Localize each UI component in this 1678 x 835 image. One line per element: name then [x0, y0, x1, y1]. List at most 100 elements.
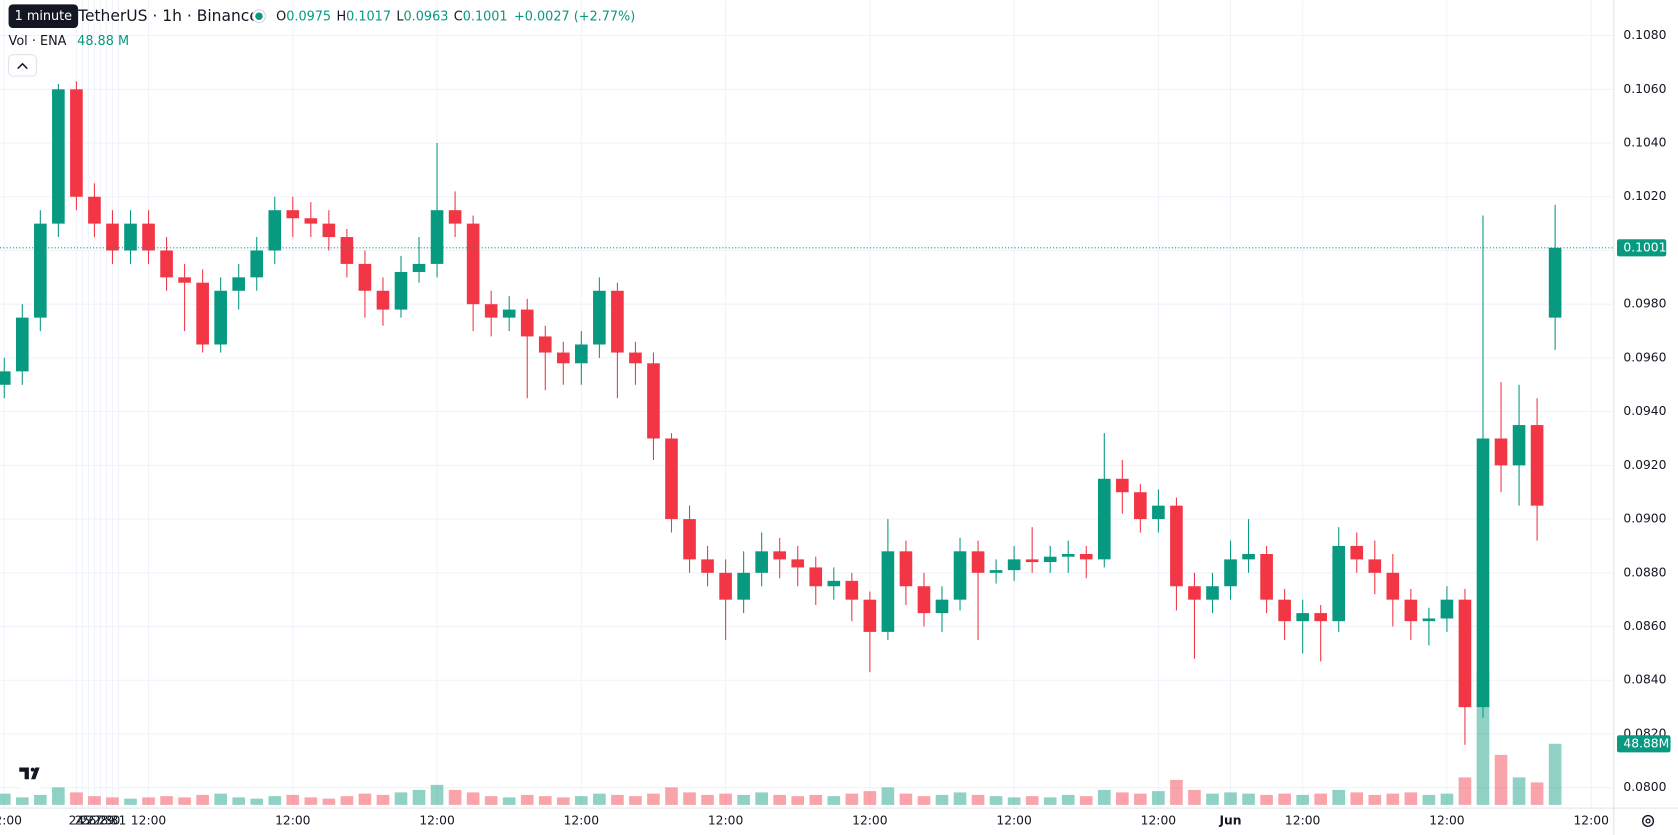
logo-dot — [30, 767, 35, 772]
y-tick-label: 0.0880 — [1623, 565, 1666, 579]
volume-bar — [1116, 792, 1129, 805]
volume-bar — [629, 796, 642, 805]
volume-bar — [1368, 794, 1382, 805]
candle-body — [124, 223, 137, 251]
volume-bar — [1188, 789, 1201, 805]
volume-bar — [737, 794, 750, 805]
low-label: L — [396, 9, 404, 24]
x-tick-label: 28 — [93, 813, 109, 827]
tooltip: 1 minute — [15, 9, 73, 24]
volume-bar — [484, 796, 498, 805]
candle-body — [412, 263, 426, 272]
y-tick-label: 0.0980 — [1623, 297, 1666, 311]
y-tick-label: 0.1060 — [1623, 82, 1666, 96]
candle-body — [448, 210, 462, 224]
last-price-tag — [1617, 239, 1667, 257]
status-dot — [255, 12, 263, 20]
candle-body — [845, 580, 859, 600]
y-tick-label: 0.0800 — [1623, 780, 1666, 794]
candle-body — [1242, 554, 1255, 560]
volume-bar — [322, 798, 336, 805]
y-tick-label: 0.0900 — [1623, 512, 1666, 526]
volume-bar — [1242, 793, 1255, 805]
candle-body — [917, 586, 931, 614]
candle-body — [1296, 613, 1309, 622]
candle-body — [1458, 599, 1472, 708]
volume-bar — [647, 793, 660, 805]
symbol-title[interactable]: TetherUS · 1h · Binance — [77, 7, 259, 25]
high-value: 0.1017 — [346, 9, 391, 24]
x-tick-label: 31 — [111, 813, 127, 827]
x-tick-label: 12:00 — [564, 813, 599, 827]
candle-body — [881, 551, 895, 632]
candle-body — [719, 572, 732, 600]
y-tick-label: 0.0960 — [1623, 350, 1666, 364]
volume-bar — [376, 794, 390, 805]
logo[interactable] — [19, 767, 40, 780]
volume-bar — [1025, 796, 1039, 805]
candle-body — [1134, 492, 1147, 520]
volume-bar — [845, 793, 859, 805]
volume-bar — [863, 791, 877, 805]
settings-icon[interactable] — [1641, 814, 1655, 827]
volume-bar — [701, 794, 714, 805]
candle-body — [538, 336, 552, 353]
candle-body — [1386, 572, 1400, 600]
candle-body — [340, 237, 354, 264]
volume-bar — [1350, 792, 1364, 805]
x-tick-label: 12:00 — [996, 813, 1031, 827]
candle-body — [611, 290, 624, 353]
volume-bar — [412, 789, 426, 805]
volume-bar — [70, 792, 83, 805]
volume-bar — [286, 794, 300, 805]
volume-bar — [520, 794, 534, 805]
candle-body — [827, 580, 841, 587]
x-tick-label: 12:00 — [1285, 813, 1320, 827]
x-tick-label: 12:00 — [1429, 813, 1464, 827]
volume-bar — [773, 794, 787, 805]
volume-bar — [502, 797, 516, 805]
candle-body — [1260, 554, 1273, 600]
x-tick-label: 12:00 — [708, 813, 743, 827]
candle-body — [196, 282, 209, 345]
volume-bar — [1043, 797, 1057, 805]
candle-body — [1043, 556, 1057, 563]
volume-bar — [917, 796, 931, 805]
candle-body — [394, 271, 408, 310]
candle-body — [1350, 545, 1364, 560]
volume-bar — [593, 793, 606, 805]
candle-body — [1368, 559, 1382, 573]
volume-bar — [989, 796, 1003, 805]
candle-body — [701, 559, 714, 573]
change-value: +0.0027 (+2.77%) — [514, 9, 635, 24]
volume-bar — [196, 794, 209, 805]
volume-bar — [124, 798, 137, 805]
volume-bar — [1494, 754, 1508, 805]
candle-body — [1188, 586, 1201, 600]
collapse-button[interactable] — [8, 54, 37, 77]
volume-bar — [1134, 793, 1147, 805]
volume-legend: Vol · ENA 48.88 M — [9, 33, 129, 48]
volume-bar — [304, 797, 318, 805]
candle-body — [1007, 559, 1021, 571]
tooltip-box — [8, 4, 79, 28]
volume-bar — [953, 792, 967, 805]
candle-body — [34, 223, 47, 318]
volume-bar — [611, 794, 624, 805]
volume-bar — [1530, 782, 1544, 805]
candle-body — [286, 210, 300, 219]
y-tick-label: 0.0840 — [1623, 673, 1666, 687]
candle-body — [88, 196, 101, 224]
volume-bar — [340, 796, 354, 805]
settings-icon-center — [1645, 818, 1651, 824]
candle-body — [142, 223, 155, 251]
volume-title: Vol · ENA — [9, 33, 67, 48]
candle-body — [809, 567, 823, 587]
open-value: 0.0975 — [286, 9, 331, 24]
collapse-icon — [17, 62, 28, 70]
x-tick-label: 26 — [81, 813, 97, 827]
candle-body — [935, 599, 949, 614]
volume-bar — [466, 792, 480, 805]
y-tick-label: 0.1080 — [1623, 28, 1666, 42]
